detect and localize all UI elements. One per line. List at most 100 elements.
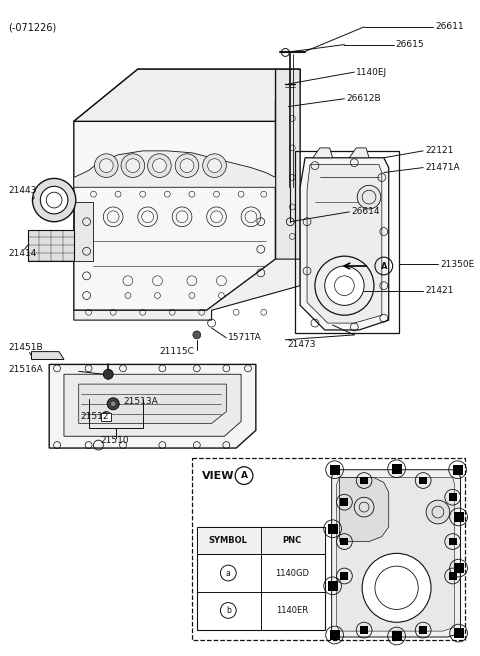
Text: a: a bbox=[333, 467, 336, 472]
Text: a: a bbox=[456, 467, 459, 472]
Bar bbox=[454, 564, 464, 573]
Polygon shape bbox=[300, 157, 389, 330]
Bar bbox=[330, 630, 339, 640]
Text: 21471A: 21471A bbox=[425, 163, 460, 172]
Bar bbox=[340, 499, 348, 506]
Text: 1571TA: 1571TA bbox=[228, 333, 262, 342]
Text: 22121: 22121 bbox=[425, 146, 454, 155]
Bar bbox=[340, 538, 348, 546]
Text: b: b bbox=[451, 495, 455, 500]
Circle shape bbox=[126, 159, 140, 173]
Polygon shape bbox=[276, 69, 300, 271]
Circle shape bbox=[325, 266, 364, 305]
Text: 26612B: 26612B bbox=[347, 94, 381, 103]
Text: VIEW: VIEW bbox=[202, 470, 234, 481]
Text: 26611: 26611 bbox=[435, 22, 464, 31]
Text: b: b bbox=[342, 539, 347, 544]
Text: b: b bbox=[226, 606, 231, 615]
Circle shape bbox=[121, 154, 144, 177]
Bar bbox=[328, 581, 337, 591]
Bar bbox=[453, 465, 463, 475]
Polygon shape bbox=[101, 413, 111, 420]
Polygon shape bbox=[32, 352, 64, 359]
Bar bbox=[454, 512, 464, 522]
Circle shape bbox=[40, 186, 68, 214]
Text: 21516A: 21516A bbox=[8, 365, 43, 374]
Text: b: b bbox=[451, 573, 455, 579]
Text: PNC: PNC bbox=[283, 536, 302, 545]
Text: 1140GD: 1140GD bbox=[275, 569, 309, 577]
Text: 21513A: 21513A bbox=[123, 398, 158, 406]
Bar bbox=[330, 465, 339, 475]
Polygon shape bbox=[339, 478, 389, 542]
Text: 1140EJ: 1140EJ bbox=[356, 68, 387, 77]
Text: 21350E: 21350E bbox=[440, 260, 474, 268]
Text: 21451B: 21451B bbox=[8, 343, 43, 352]
Bar bbox=[197, 527, 325, 554]
Text: a: a bbox=[456, 565, 460, 571]
Text: b: b bbox=[451, 539, 455, 544]
Bar bbox=[392, 464, 401, 474]
Bar bbox=[449, 493, 456, 501]
Circle shape bbox=[208, 159, 221, 173]
Polygon shape bbox=[349, 148, 369, 157]
Text: 21421: 21421 bbox=[425, 286, 454, 295]
Text: 21510: 21510 bbox=[100, 436, 129, 445]
Bar bbox=[392, 631, 401, 641]
Polygon shape bbox=[307, 165, 382, 323]
Circle shape bbox=[175, 154, 199, 177]
Bar bbox=[197, 527, 325, 630]
Polygon shape bbox=[79, 384, 227, 424]
Polygon shape bbox=[64, 375, 241, 436]
Bar bbox=[449, 538, 456, 546]
Bar bbox=[454, 628, 464, 638]
Text: A: A bbox=[240, 471, 248, 480]
Text: a: a bbox=[395, 634, 398, 638]
Circle shape bbox=[315, 256, 374, 315]
Bar bbox=[449, 572, 456, 580]
Circle shape bbox=[193, 331, 201, 339]
Circle shape bbox=[357, 185, 381, 209]
Text: (-071226): (-071226) bbox=[8, 23, 56, 33]
Text: a: a bbox=[331, 583, 335, 588]
Polygon shape bbox=[74, 69, 300, 121]
Text: b: b bbox=[421, 628, 425, 632]
Text: 21115C: 21115C bbox=[159, 347, 194, 356]
Circle shape bbox=[153, 159, 166, 173]
Circle shape bbox=[33, 178, 76, 222]
Polygon shape bbox=[74, 69, 276, 310]
Text: a: a bbox=[456, 514, 460, 520]
Bar bbox=[419, 477, 427, 485]
Polygon shape bbox=[74, 202, 94, 261]
Polygon shape bbox=[332, 470, 460, 637]
Text: a: a bbox=[456, 630, 460, 636]
Bar bbox=[192, 458, 466, 640]
Text: 26615: 26615 bbox=[396, 40, 424, 49]
Circle shape bbox=[148, 154, 171, 177]
Circle shape bbox=[95, 154, 118, 177]
Polygon shape bbox=[74, 151, 276, 187]
Polygon shape bbox=[27, 230, 74, 261]
Text: a: a bbox=[331, 526, 335, 531]
Polygon shape bbox=[49, 365, 256, 448]
Text: 21414: 21414 bbox=[8, 249, 36, 258]
Bar bbox=[360, 477, 368, 485]
Circle shape bbox=[203, 154, 227, 177]
Text: A: A bbox=[381, 262, 387, 270]
Text: a: a bbox=[333, 632, 336, 638]
Polygon shape bbox=[336, 478, 455, 631]
Text: 1140ER: 1140ER bbox=[276, 606, 308, 615]
Circle shape bbox=[107, 398, 119, 410]
Text: SYMBOL: SYMBOL bbox=[209, 536, 248, 545]
Circle shape bbox=[110, 401, 116, 407]
Bar bbox=[360, 626, 368, 634]
Circle shape bbox=[354, 497, 374, 517]
Circle shape bbox=[180, 159, 194, 173]
Text: 21443: 21443 bbox=[8, 186, 36, 195]
Text: 21473: 21473 bbox=[288, 340, 316, 349]
Polygon shape bbox=[313, 148, 333, 157]
Circle shape bbox=[426, 501, 450, 524]
Bar bbox=[419, 626, 427, 634]
Circle shape bbox=[99, 159, 113, 173]
Text: b: b bbox=[362, 478, 366, 483]
